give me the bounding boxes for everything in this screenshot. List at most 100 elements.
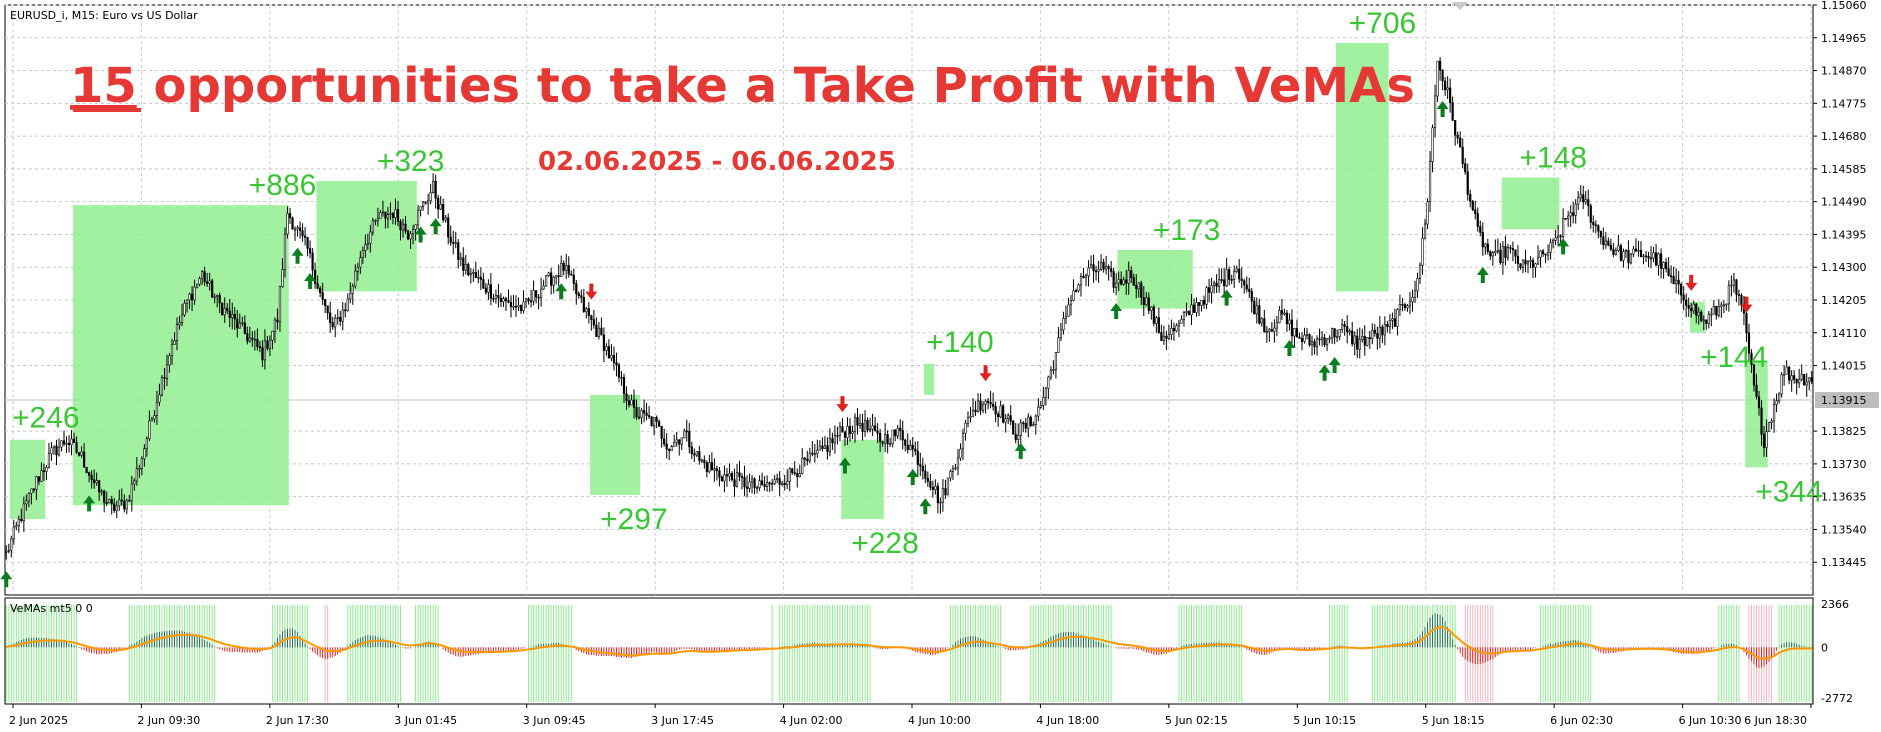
candle-body <box>1557 235 1560 239</box>
candle-body <box>1320 337 1324 341</box>
candle-body <box>981 403 985 411</box>
y-tick-label: 1.14870 <box>1821 65 1867 78</box>
candle-body <box>1160 332 1163 341</box>
candle-body <box>80 451 83 456</box>
buy-arrow-icon <box>0 571 13 588</box>
candle-body <box>163 377 166 379</box>
candle-body <box>1140 282 1143 298</box>
candle-body <box>921 465 924 472</box>
candle-body <box>612 355 616 363</box>
profit-label: +148 <box>1519 142 1587 175</box>
y-tick-label: 1.14775 <box>1821 97 1867 110</box>
candle-body <box>213 296 216 299</box>
candle-body <box>1431 127 1434 163</box>
profit-box <box>72 205 289 506</box>
candle-body <box>796 473 799 478</box>
candle-body <box>1298 336 1301 339</box>
candle-body <box>98 480 101 493</box>
candle-body <box>1002 405 1005 423</box>
candle-body <box>10 538 13 551</box>
candle-body <box>1102 261 1105 270</box>
candle-body <box>1421 237 1424 266</box>
candle-body <box>203 271 206 283</box>
x-tick-label: 3 Jun 01:45 <box>394 714 457 727</box>
candle-body <box>713 468 716 471</box>
profit-box <box>1745 360 1768 468</box>
buy-arrow-icon <box>1557 238 1570 255</box>
candle-body <box>951 468 955 472</box>
candle-body <box>705 462 708 472</box>
candle-body <box>1260 318 1263 324</box>
candle-body <box>464 264 467 271</box>
candle-body <box>1381 326 1384 336</box>
candle-body <box>1634 248 1638 252</box>
candle-body <box>740 476 744 478</box>
candle-body <box>1614 250 1617 255</box>
candle-body <box>838 426 842 436</box>
candle-body <box>725 474 729 477</box>
candle-body <box>876 430 879 434</box>
candle-body <box>261 347 264 361</box>
candle-body <box>474 272 477 278</box>
candle-body <box>690 446 693 455</box>
candle-body <box>924 470 927 479</box>
candle-body <box>1750 352 1753 365</box>
candle-body <box>1577 197 1580 205</box>
candle-body <box>1265 331 1268 333</box>
candle-body <box>263 340 267 361</box>
profit-box <box>841 439 884 520</box>
candle-body <box>1800 374 1803 380</box>
candle-body <box>1609 244 1612 250</box>
candle-body <box>1592 221 1595 226</box>
candle-body <box>1042 397 1045 406</box>
candle-body <box>1152 306 1155 324</box>
candle-body <box>580 295 583 298</box>
candle-body <box>585 308 588 312</box>
candle-body <box>974 409 977 413</box>
candle-body <box>341 309 344 322</box>
y-tick-label: 1.13635 <box>1821 491 1867 504</box>
candle-body <box>1446 87 1449 91</box>
x-tick-label: 4 Jun 02:00 <box>780 714 843 727</box>
scroll-marker-icon[interactable] <box>1452 2 1468 10</box>
candle-body <box>1536 256 1540 265</box>
candle-body <box>1790 375 1793 381</box>
buy-arrow-icon <box>1283 340 1296 357</box>
candle-body <box>1541 250 1545 255</box>
candle-body <box>1745 312 1748 333</box>
candle-body <box>1162 335 1165 341</box>
candle-body <box>1607 240 1610 246</box>
candle-body <box>135 468 138 482</box>
candle-body <box>95 480 98 484</box>
candle-body <box>432 180 435 193</box>
candle-body <box>1760 407 1763 435</box>
candle-body <box>1597 225 1600 232</box>
candle-body <box>138 467 141 470</box>
candle-body <box>956 457 960 469</box>
candle-body <box>276 319 279 323</box>
candle-body <box>1089 264 1093 269</box>
candle-body <box>1428 161 1432 202</box>
candle-body <box>1403 304 1407 309</box>
promo-headline: 15 opportunities to take a Take Profit w… <box>70 58 1415 114</box>
candle-body <box>1677 279 1680 285</box>
candle-body <box>1326 338 1329 346</box>
candle-body <box>1439 60 1442 71</box>
candle-body <box>339 316 342 322</box>
candle-body <box>88 472 91 476</box>
candle-body <box>1725 303 1728 306</box>
candle-body <box>85 466 88 473</box>
candle-body <box>1451 102 1454 121</box>
candle-body <box>1752 364 1756 386</box>
candle-body <box>497 295 500 299</box>
candle-body <box>198 278 201 285</box>
candle-body <box>1323 337 1326 346</box>
price-axis: 1.15060 1.14965 1.14870 1.14775 1.14680 1.145… <box>1813 0 1879 705</box>
candle-body <box>1757 396 1761 409</box>
candle-body <box>1213 282 1216 286</box>
candle-body <box>1328 337 1331 340</box>
candle-body <box>218 295 221 304</box>
candle-body <box>32 488 35 491</box>
candle-body <box>728 473 731 477</box>
